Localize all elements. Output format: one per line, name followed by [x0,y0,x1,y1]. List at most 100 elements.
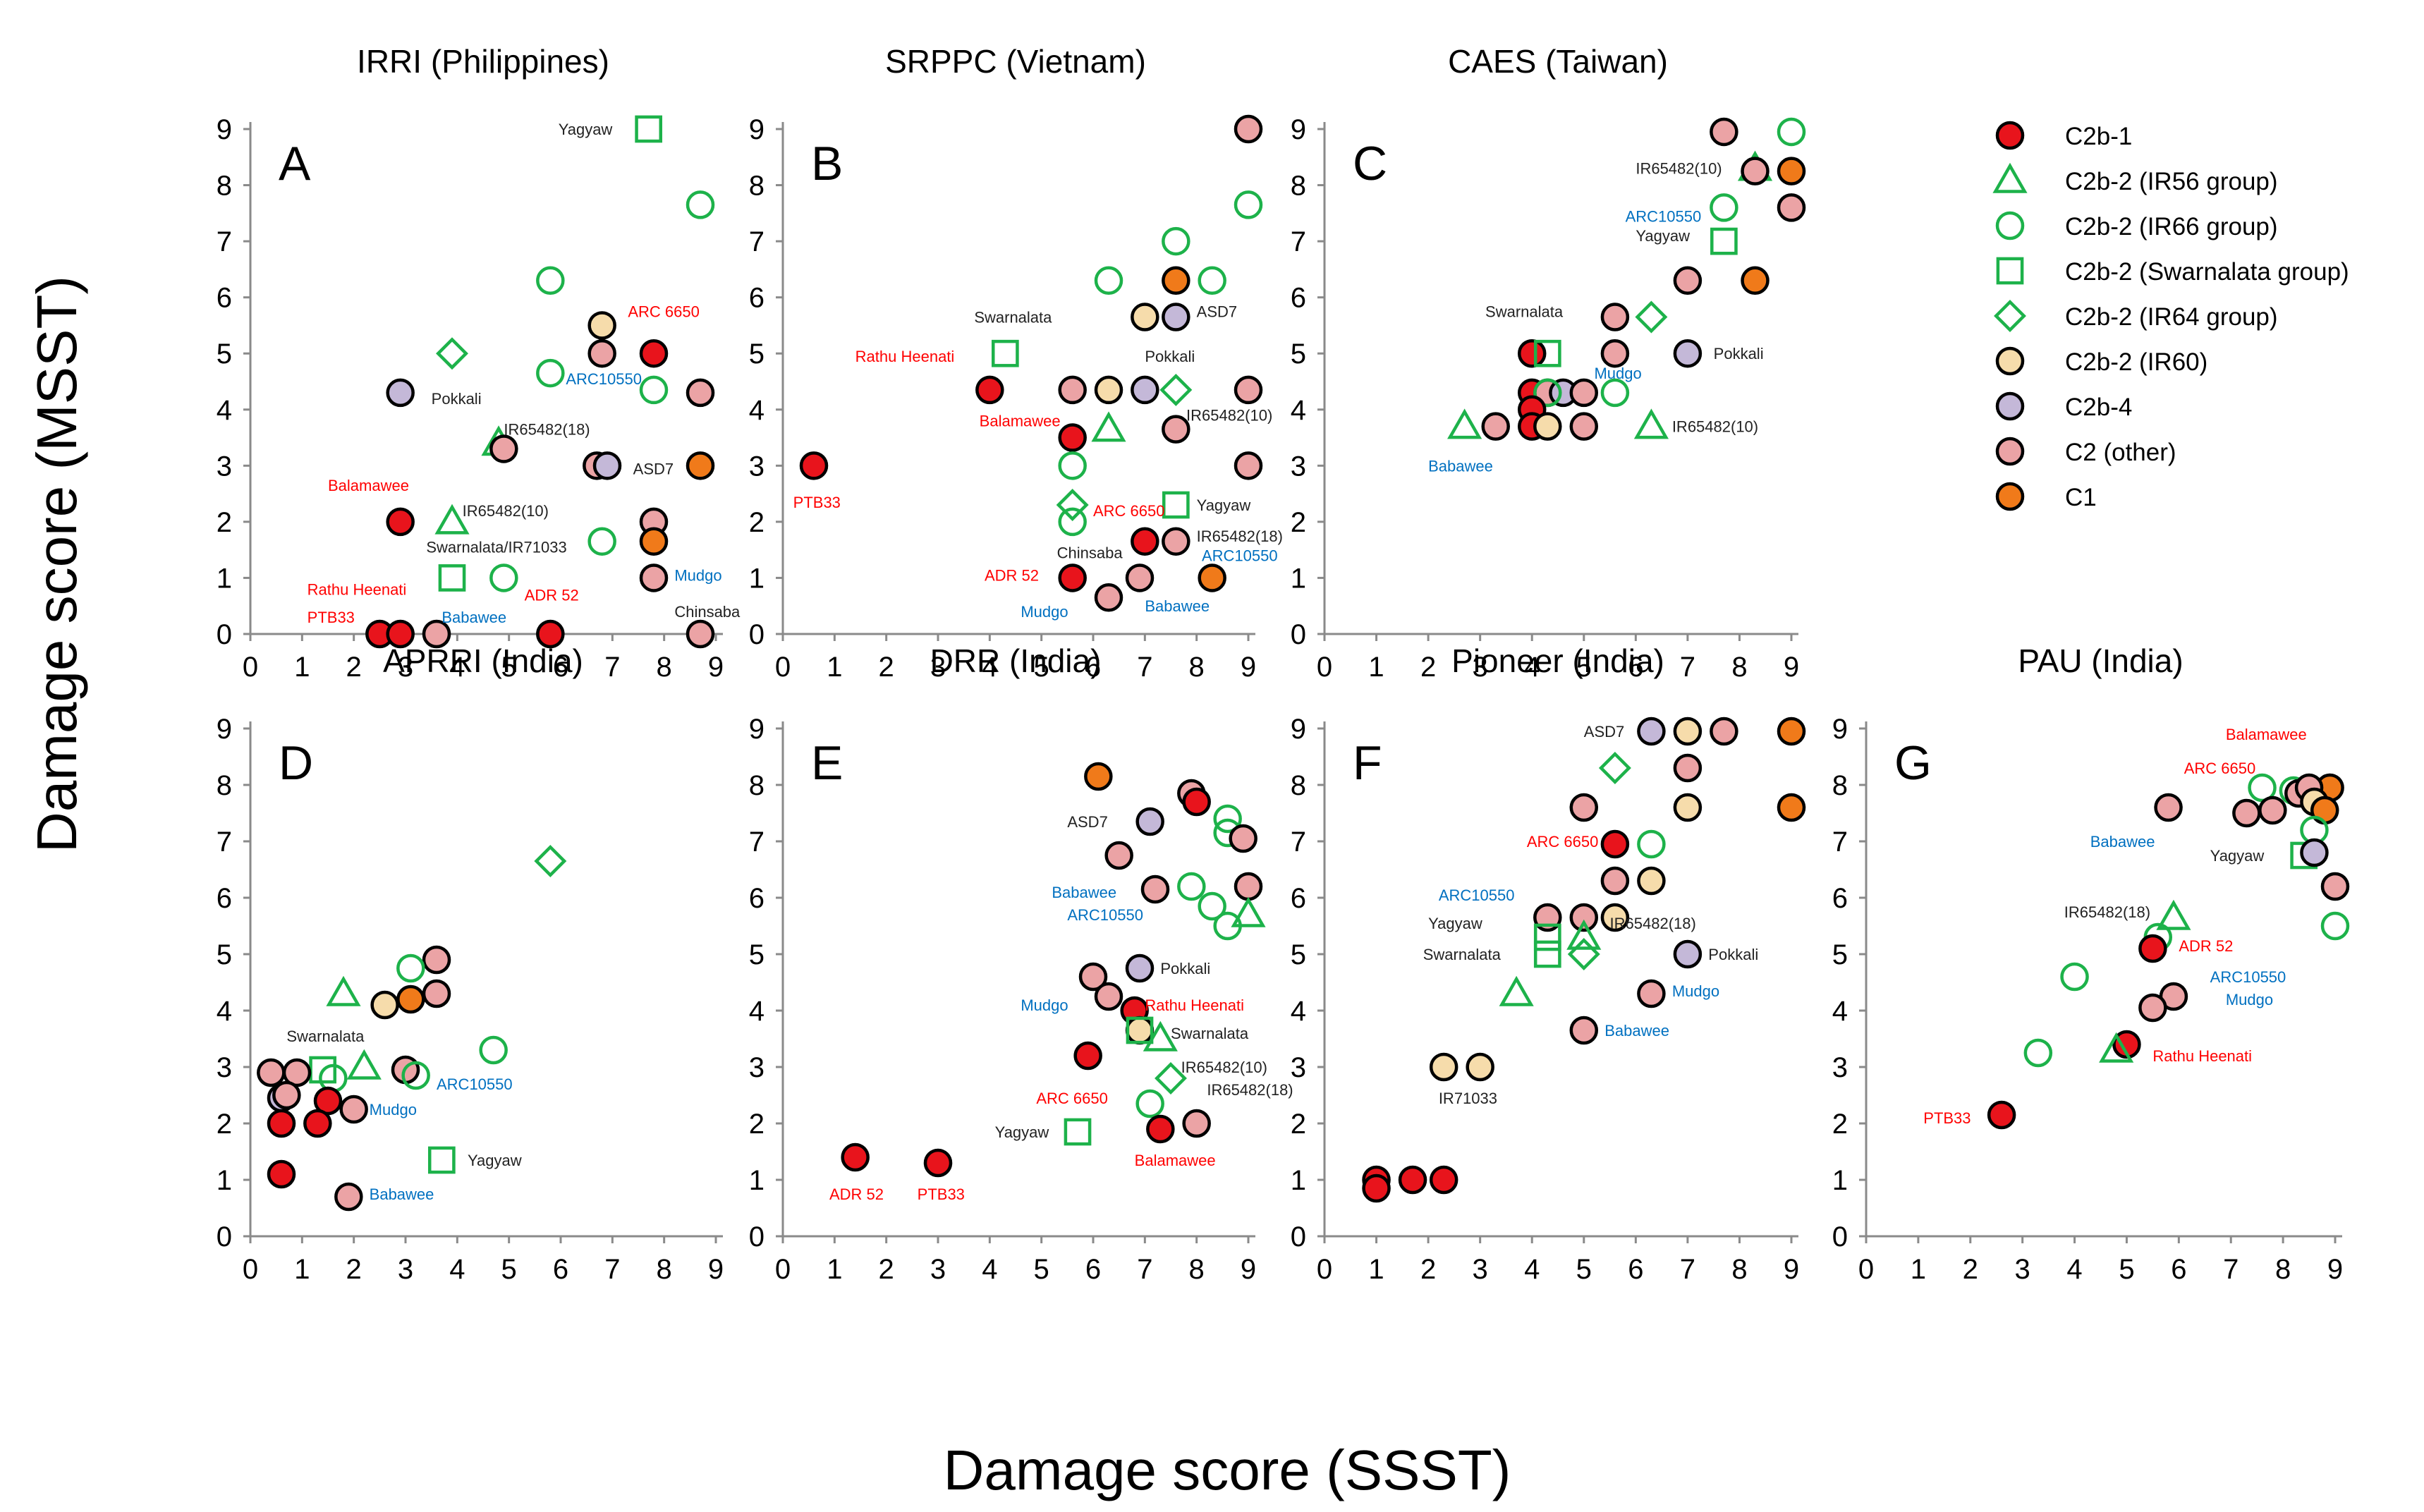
x-tick-label: 6 [553,652,568,683]
y-tick-label: 0 [1291,619,1306,650]
data-point-swarna [1064,1118,1092,1146]
legend-item-ir60: C2b-2 (IR60) [1995,346,2207,376]
panel-letter: F [1353,736,1382,790]
point-annotation: Balamawee [1135,1152,1216,1169]
point-annotation: Babawee [1428,457,1493,475]
x-tick-label: 2 [879,652,894,683]
data-point-c2other [1234,375,1263,405]
x-tick-label: 8 [1189,1254,1205,1285]
data-point-c2other [2320,872,2350,901]
point-annotation: Babawee [1604,1022,1669,1040]
data-point-ir60 [1637,866,1666,896]
x-tick-label: 3 [398,652,413,683]
y-tick-label: 2 [749,1109,765,1140]
data-point-ir64 [1567,938,1600,970]
x-tick-label: 5 [1576,1254,1592,1285]
data-point-c2other [1600,339,1630,368]
x-tick-label: 1 [827,1254,842,1285]
y-tick-label: 4 [749,395,765,426]
y-tick-label: 0 [217,619,232,650]
y-tick-label: 1 [217,563,232,594]
y-tick-label: 7 [749,827,765,858]
data-point-c2other [1162,527,1190,556]
x-tick-label: 4 [2066,1254,2082,1285]
data-point-ir56 [434,504,470,535]
data-point-ir56 [1566,919,1602,950]
x-tick-label: 6 [1085,1254,1101,1285]
data-point-ir60 [1429,1052,1458,1082]
panel-letter: D [279,736,313,790]
point-annotation: ARC 6650 [1527,833,1599,850]
point-annotation: Rathu Heenati [2152,1047,2252,1065]
point-annotation: ADR 52 [829,1185,884,1203]
legend-marker [1995,121,2025,150]
x-tick-label: 7 [2223,1254,2239,1285]
data-point-ir66 [686,190,715,219]
data-point-ir60 [370,990,399,1020]
x-tick-label: 8 [2275,1254,2291,1285]
point-annotation: Babawee [441,609,506,626]
data-point-c2other [422,945,451,975]
point-annotation: ARC10550 [566,370,642,388]
legend-item-ir56: C2b-2 (IR56 group) [1992,162,2278,195]
data-point-ir60 [1094,375,1123,405]
x-tick-label: 6 [1085,652,1101,683]
x-tick-label: 5 [501,1254,517,1285]
x-tick-label: 0 [1317,1254,1332,1285]
x-tick-label: 4 [1524,1254,1540,1285]
y-tick-label: 8 [1291,171,1306,202]
x-tick-label: 8 [1731,1254,1747,1285]
legend-item-ir64: C2b-2 (IR64 group) [1994,300,2278,332]
data-point-ir66 [1058,451,1087,480]
data-point-c1 [1162,266,1190,295]
data-point-ir66 [1094,266,1123,295]
data-point-c2other [1182,1109,1211,1138]
point-annotation: ADR 52 [985,566,1039,584]
data-point-swarna [1533,940,1561,968]
data-point-c1 [639,527,669,556]
data-point-c2other [339,1095,368,1124]
x-tick-label: 6 [1628,1254,1643,1285]
point-annotation: ARC10550 [437,1075,513,1093]
y-tick-label: 7 [1291,226,1306,257]
data-point-c2b1 [303,1109,332,1138]
point-annotation: Yagyaw [1197,496,1251,514]
data-point-swarna [1533,923,1561,951]
legend-marker [1994,300,2026,332]
data-point-c2b4 [592,451,622,480]
data-point-swarna [1126,1016,1154,1044]
y-tick-label: 3 [749,1052,765,1083]
data-point-ir64 [436,337,468,370]
data-point-ir60 [1600,903,1630,932]
data-point-c2other [2138,993,2167,1023]
data-point-ir66 [1213,804,1242,834]
data-point-c1 [1198,563,1226,592]
x-tick-label: 3 [398,1254,413,1285]
data-point-c2b1 [1073,1041,1102,1071]
data-point-c2other [282,1058,312,1087]
data-point-ir60 [1533,412,1562,441]
point-annotation: IR65482(18) [1207,1081,1293,1099]
data-point-c2other [1710,117,1738,147]
data-point-c1 [1777,793,1806,822]
data-point-c2other [1229,824,1257,853]
data-point-c2b4 [1131,375,1159,405]
data-point-c2other [1078,962,1108,992]
x-tick-label: 9 [1241,1254,1256,1285]
data-point-ir66 [1198,266,1226,295]
y-tick-label: 9 [1291,114,1306,145]
x-tick-label: 3 [2015,1254,2030,1285]
y-tick-label: 5 [749,339,765,370]
x-tick-label: 7 [1137,652,1152,683]
x-tick-label: 6 [553,1254,568,1285]
legend-marker [1995,482,2025,511]
legend-marker [1995,211,2025,240]
x-tick-label: 1 [294,1254,310,1285]
x-tick-label: 4 [982,652,997,683]
data-point-c2other [2258,795,2287,825]
data-point-ir66 [2023,1038,2053,1068]
point-annotation: IR65482(10) [1181,1059,1267,1076]
y-axis-label: Damage score (MSST) [25,276,88,853]
